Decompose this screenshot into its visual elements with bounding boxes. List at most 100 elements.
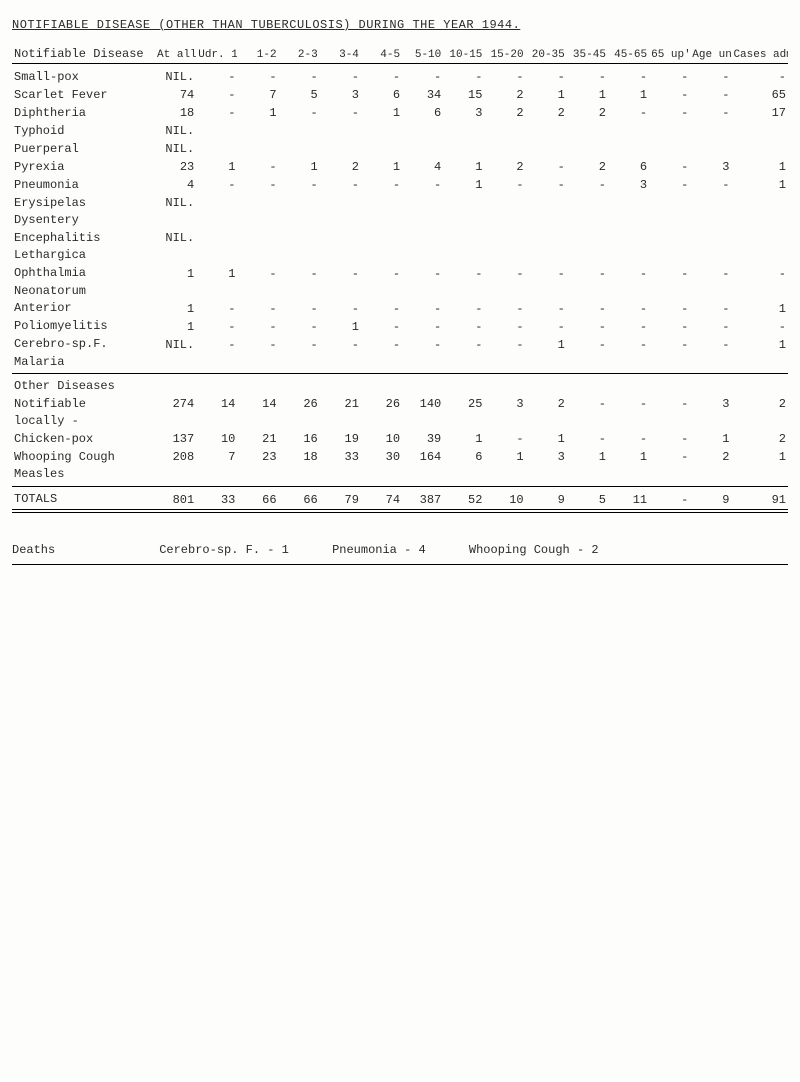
cell: 65 [731, 86, 788, 104]
table-row: Ophthalmia11------------- [12, 265, 788, 283]
cell: - [649, 104, 690, 122]
cell [484, 122, 525, 140]
cell: 4 [402, 158, 443, 176]
cell: 1 [361, 158, 402, 176]
cell: 2 [526, 104, 567, 122]
cell [279, 212, 320, 229]
cell: - [526, 318, 567, 336]
cell: 5 [279, 86, 320, 104]
table-row: ErysipelasNIL. [12, 194, 788, 212]
cell: 26 [279, 395, 320, 413]
cell [279, 122, 320, 140]
disease-name: Ophthalmia [12, 265, 155, 283]
cell: - [649, 300, 690, 318]
cell [443, 140, 484, 158]
cell: - [196, 86, 237, 104]
cell [608, 373, 649, 395]
col-35-45: 35-45 [567, 46, 608, 64]
cell [402, 247, 443, 264]
cell [484, 283, 525, 300]
cell: 2 [526, 395, 567, 413]
cell [402, 373, 443, 395]
cell: - [526, 265, 567, 283]
cell [690, 354, 731, 371]
cell: - [649, 158, 690, 176]
cell: 10 [196, 430, 237, 448]
cell: 23 [237, 448, 278, 466]
cell [731, 122, 788, 140]
cell [484, 413, 525, 430]
cell: - [279, 176, 320, 194]
disease-name: Other Diseases [12, 373, 155, 395]
cell [690, 247, 731, 264]
cell [155, 212, 196, 229]
cell: - [320, 300, 361, 318]
cell [237, 212, 278, 229]
cell [608, 140, 649, 158]
cell: 4 [155, 176, 196, 194]
cell: - [320, 265, 361, 283]
cell [608, 247, 649, 264]
col-5-10: 5-10 [402, 46, 443, 64]
table-row: Other Diseases [12, 373, 788, 395]
cell: 3 [690, 395, 731, 413]
cell [649, 140, 690, 158]
cell: - [690, 336, 731, 354]
cell: - [649, 265, 690, 283]
table-row: Lethargica [12, 247, 788, 264]
cell: - [443, 265, 484, 283]
cell: 18 [279, 448, 320, 466]
cell [526, 354, 567, 371]
cell: 1 [690, 430, 731, 448]
cell: 1 [608, 448, 649, 466]
cell: - [608, 104, 649, 122]
cell: - [320, 104, 361, 122]
cell: - [196, 300, 237, 318]
cell [361, 229, 402, 247]
cell [484, 194, 525, 212]
cell [567, 122, 608, 140]
cell: 2 [484, 158, 525, 176]
disease-name: Lethargica [12, 247, 155, 264]
deaths-footer: Deaths Cerebro-sp. F. - 1 Pneumonia - 4 … [12, 541, 788, 565]
cell: 1 [731, 336, 788, 354]
cell [731, 283, 788, 300]
disease-name: Erysipelas [12, 194, 155, 212]
disease-name: locally - [12, 413, 155, 430]
cell: - [484, 176, 525, 194]
cell: - [279, 104, 320, 122]
cell: 7 [196, 448, 237, 466]
disease-name: Scarlet Fever [12, 86, 155, 104]
cell: - [690, 86, 731, 104]
cell [690, 122, 731, 140]
cell: - [608, 336, 649, 354]
cell: - [567, 318, 608, 336]
disease-name: Diphtheria [12, 104, 155, 122]
cell [731, 194, 788, 212]
cell [361, 354, 402, 371]
cell [237, 247, 278, 264]
cell [484, 354, 525, 371]
cell [526, 283, 567, 300]
cell: 3 [443, 104, 484, 122]
cell: 21 [320, 395, 361, 413]
cell [237, 373, 278, 395]
cell: - [608, 395, 649, 413]
table-row: locally - [12, 413, 788, 430]
cell [484, 373, 525, 395]
cell [690, 229, 731, 247]
cell: - [567, 176, 608, 194]
cell: NIL. [155, 140, 196, 158]
cell [320, 247, 361, 264]
cell [443, 247, 484, 264]
cell: - [279, 336, 320, 354]
col-udr: Udr. 1yr. [196, 46, 237, 64]
cell [690, 140, 731, 158]
cell: 140 [402, 395, 443, 413]
cell: 2 [567, 104, 608, 122]
cell: - [196, 318, 237, 336]
cell: 208 [155, 448, 196, 466]
cell [484, 466, 525, 483]
disease-name: Cerebro-sp.F. [12, 336, 155, 354]
cell: - [279, 300, 320, 318]
